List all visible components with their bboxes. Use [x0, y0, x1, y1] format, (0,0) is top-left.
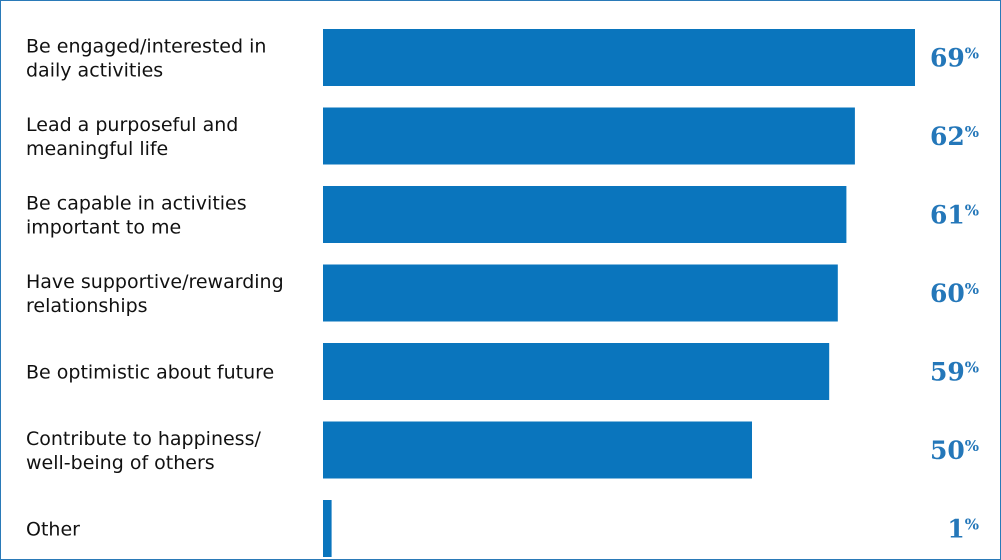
category-label-line: Lead a purposeful and — [26, 114, 238, 136]
bar-5 — [323, 343, 830, 400]
category-label-line: Be capable in activities — [26, 193, 247, 215]
category-label-line: Be engaged/interested in — [26, 36, 266, 58]
category-label-6: Contribute to happiness/well-being of ot… — [26, 428, 261, 474]
bar-1 — [323, 29, 915, 86]
value-number: 50 — [930, 436, 965, 465]
category-label-5: Be optimistic about future — [26, 362, 274, 384]
value-number: 60 — [930, 279, 965, 308]
bar-6 — [323, 421, 752, 479]
value-percent-sign: % — [965, 280, 979, 298]
category-label-line: Be optimistic about future — [26, 362, 274, 384]
category-label-line: Have supportive/rewarding — [26, 271, 284, 293]
bar-7 — [323, 500, 332, 557]
bar-2 — [323, 107, 855, 165]
value-number: 1 — [947, 515, 964, 544]
value-number: 59 — [930, 358, 965, 387]
value-number: 62 — [930, 122, 965, 151]
category-label-line: well-being of others — [26, 452, 215, 474]
category-label-2: Lead a purposeful and meaningful life — [26, 114, 238, 160]
value-number: 69 — [930, 44, 965, 73]
category-label-3: Be capable in activities important to me — [26, 193, 247, 239]
value-label-5: 59% — [930, 358, 979, 387]
value-percent-sign: % — [965, 45, 979, 63]
value-percent-sign: % — [965, 202, 979, 220]
value-percent-sign: % — [965, 123, 979, 141]
value-labels: 69%62%61%60%59%50%1% — [930, 44, 979, 544]
bar-4 — [323, 264, 838, 322]
value-label-2: 62% — [930, 122, 979, 151]
value-percent-sign: % — [965, 516, 979, 534]
category-label-line: daily activities — [26, 60, 163, 82]
category-label-line: Contribute to happiness/ — [26, 428, 261, 450]
category-label-7: Other — [26, 519, 80, 541]
category-label-line: relationships — [26, 295, 148, 317]
value-label-6: 50% — [930, 436, 979, 465]
bar-3 — [323, 186, 847, 243]
value-label-4: 60% — [930, 279, 979, 308]
value-label-7: 1% — [947, 515, 979, 544]
category-labels: Be engaged/interested in daily activities… — [26, 36, 284, 541]
value-percent-sign: % — [965, 359, 979, 377]
category-label-1: Be engaged/interested in daily activities — [26, 36, 266, 82]
category-label-line: meaningful life — [26, 138, 168, 160]
category-label-line: important to me — [26, 217, 181, 239]
value-label-3: 61% — [930, 201, 979, 230]
bars — [323, 29, 915, 557]
value-percent-sign: % — [965, 437, 979, 455]
value-label-1: 69% — [930, 44, 979, 73]
category-label-4: Have supportive/rewarding relationships — [26, 271, 284, 317]
value-number: 61 — [930, 201, 965, 230]
category-label-line: Other — [26, 519, 80, 541]
